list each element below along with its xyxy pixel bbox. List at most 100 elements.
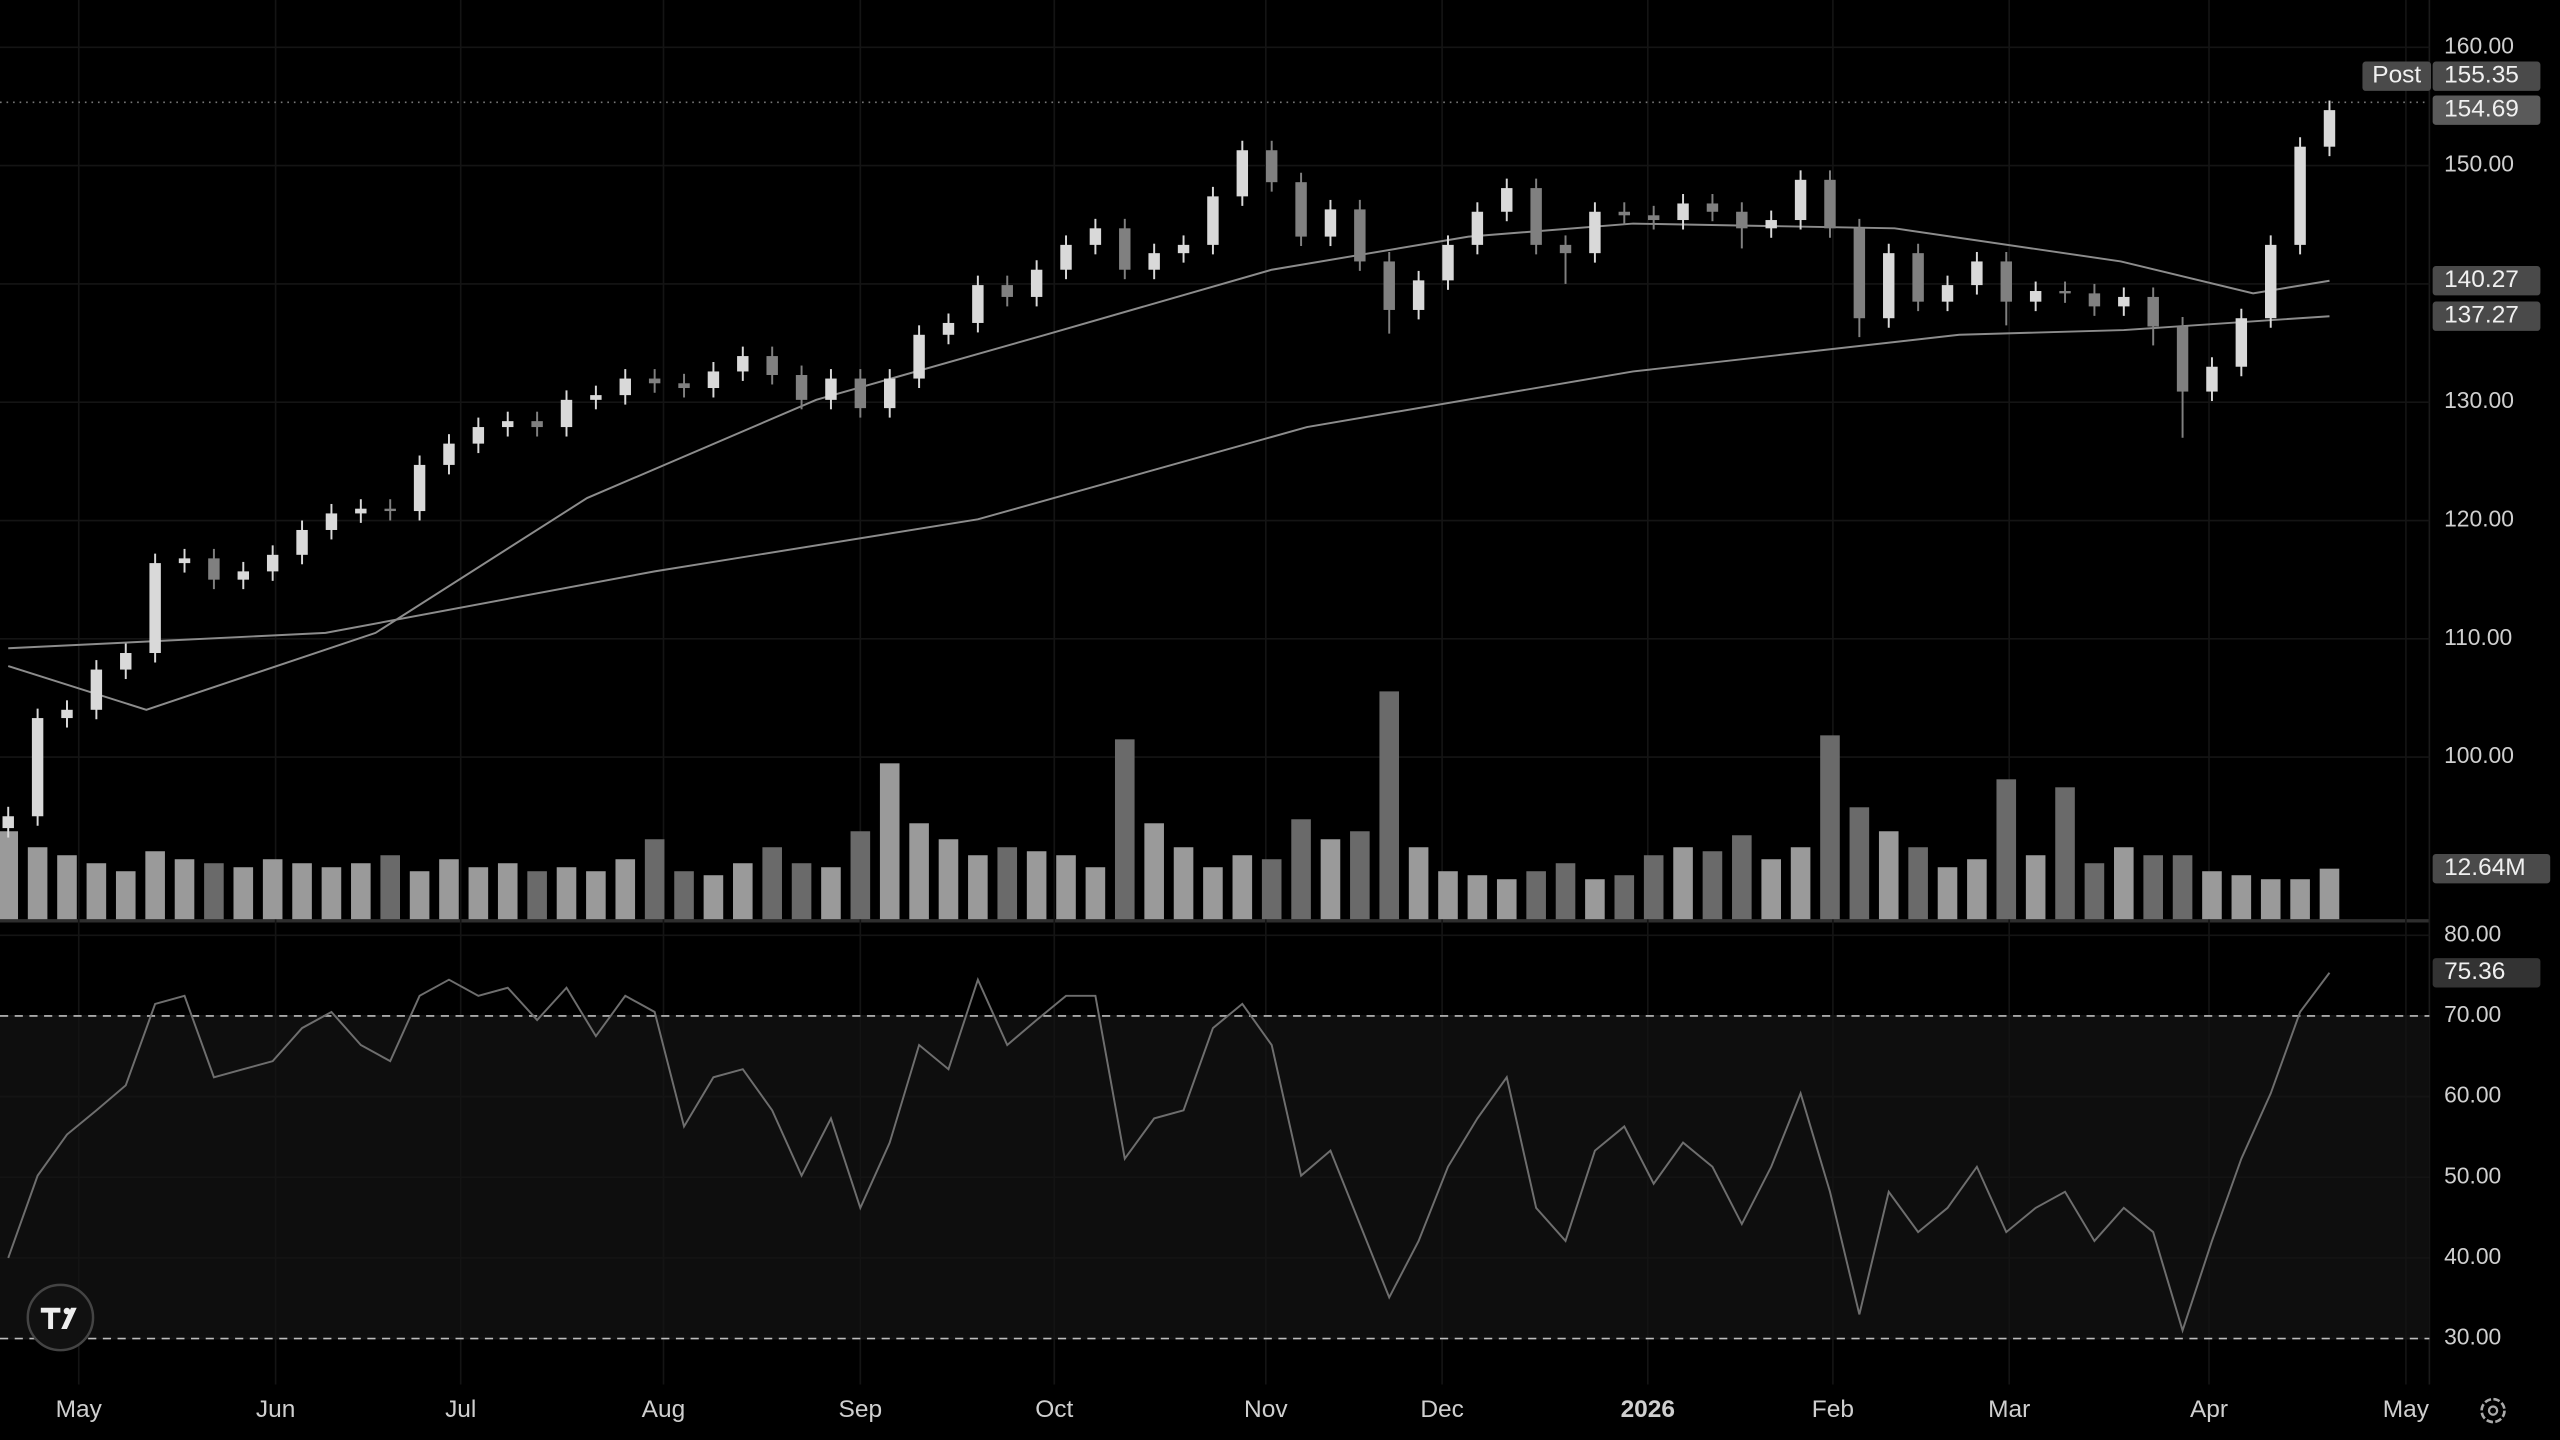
logo-dot — [63, 1307, 71, 1315]
volume-bar — [1114, 739, 1135, 920]
volume-bar — [791, 863, 812, 920]
volume-bar — [1878, 831, 1899, 920]
candle-body — [1618, 211, 1631, 216]
volume-bar — [1967, 859, 1987, 920]
volume-bar — [57, 855, 77, 920]
candle-body — [61, 709, 73, 719]
volume-bar — [938, 839, 959, 920]
volume-bar — [0, 831, 19, 920]
candle-body — [1295, 182, 1307, 237]
x-tick-label: Oct — [1035, 1396, 1073, 1423]
candle-body — [560, 399, 573, 428]
volume-bar — [997, 847, 1018, 920]
volume-bar — [968, 855, 988, 920]
candle-body — [1236, 150, 1249, 197]
candle-body — [1853, 228, 1866, 319]
volume-bar — [497, 863, 518, 920]
candle-body — [120, 653, 132, 670]
volume-bar — [703, 875, 724, 920]
ma-tag: 140.27 — [2444, 266, 2519, 293]
volume-bar — [145, 851, 165, 920]
candle-body — [854, 378, 867, 409]
volume-bar — [2290, 879, 2310, 920]
x-tick-label: Dec — [1420, 1396, 1464, 1423]
x-tick-label: Nov — [1244, 1396, 1288, 1423]
volume-bar — [115, 871, 136, 920]
candle-body — [1177, 244, 1190, 254]
candle-body — [1060, 244, 1072, 270]
volume-bar — [556, 867, 577, 920]
candle-body — [590, 395, 602, 400]
volume-bar — [879, 763, 900, 920]
candle-body — [1736, 211, 1748, 229]
volume-bar — [527, 871, 547, 920]
volume-bar — [1261, 859, 1282, 920]
volume-bar — [2055, 787, 2075, 920]
candle-body — [707, 371, 720, 389]
logo-circle — [26, 1283, 95, 1352]
volume-bar — [1379, 691, 1400, 920]
candle-body — [825, 378, 837, 400]
x-tick-label: Feb — [1812, 1396, 1854, 1423]
volume-bar — [174, 859, 195, 920]
volume-bar — [2319, 868, 2340, 920]
rsi-tick-label: 70.00 — [2444, 1001, 2501, 1027]
volume-bar — [1144, 823, 1164, 920]
ma-tag-box — [2432, 266, 2541, 296]
volume-bar — [468, 867, 489, 920]
ma-tag: 137.27 — [2444, 302, 2519, 329]
x-tick-label: May — [56, 1396, 103, 1423]
volume-bar — [2202, 871, 2222, 920]
volume-bar — [1026, 851, 1047, 920]
candle-body — [1030, 269, 1043, 297]
candle-body — [2235, 318, 2248, 367]
candle-body — [1148, 253, 1160, 270]
candle-body — [1765, 220, 1777, 229]
volume-bar — [1585, 879, 1605, 920]
candle-body — [1089, 228, 1102, 245]
volume-bar — [1673, 847, 1693, 920]
candle-body — [2059, 291, 2071, 294]
candle-body — [1883, 253, 1895, 319]
volume-bar — [1996, 779, 2017, 920]
candle-body — [208, 558, 220, 580]
volume-bar — [1849, 807, 1870, 920]
volume-bar — [1761, 859, 1782, 920]
y-tick-label: 150.00 — [2444, 151, 2514, 177]
candle-body — [1412, 280, 1425, 310]
candle-body — [2176, 326, 2189, 392]
candle-body — [1589, 211, 1601, 254]
candle-body — [1971, 261, 1983, 286]
volume-bar — [1320, 839, 1341, 920]
volume-bar — [409, 871, 430, 920]
rsi-tick-label: 40.00 — [2444, 1243, 2501, 1269]
candle-body — [1677, 203, 1689, 221]
candle-body — [795, 375, 808, 400]
y-tick-label: 130.00 — [2444, 387, 2514, 413]
y-tick-label: 110.00 — [2444, 624, 2512, 650]
rsi-tick-label: 60.00 — [2444, 1082, 2501, 1108]
candle-body — [31, 718, 44, 817]
candle-body — [325, 513, 338, 530]
candle-body — [1001, 285, 1013, 297]
volume-bar — [321, 867, 342, 920]
volume-bar — [1643, 855, 1664, 920]
candle-body — [296, 529, 308, 555]
settings-icon[interactable] — [2480, 1397, 2506, 1424]
volume-bar — [2143, 855, 2163, 920]
volume-bar — [1732, 835, 1752, 920]
candle-body — [384, 508, 396, 512]
candle-body — [1706, 203, 1719, 212]
candle-body — [1207, 196, 1219, 245]
volume-bar — [351, 863, 371, 920]
y-tick-label: 100.00 — [2444, 742, 2514, 768]
candle-body — [1442, 244, 1454, 281]
volume-bar — [1203, 867, 1223, 920]
volume-bar — [1820, 735, 1840, 920]
candle-body — [149, 563, 161, 654]
x-tick-label: Mar — [1988, 1396, 2030, 1423]
candle-body — [2265, 244, 2277, 319]
volume-tag-box — [2432, 853, 2551, 884]
volume-bar — [909, 823, 929, 920]
